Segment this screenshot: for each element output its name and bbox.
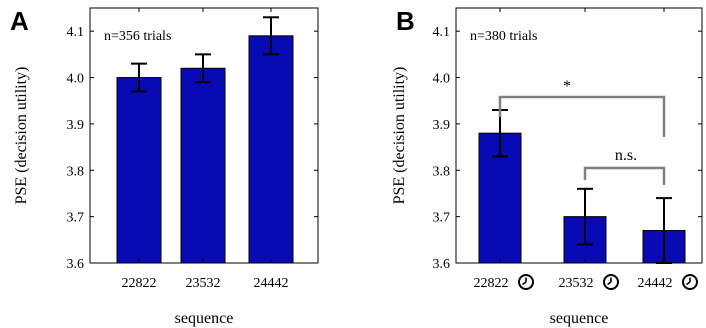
bar-24442 — [248, 35, 294, 264]
panel-letter: A — [10, 6, 29, 36]
trial-count-note: n=356 trials — [104, 29, 171, 44]
significance-bracket: n.s. — [583, 147, 666, 185]
trial-count-note: n=380 trials — [470, 29, 537, 44]
y-tick-label: 3.6 — [433, 257, 451, 272]
y-tick-label: 3.8 — [433, 164, 451, 179]
y-tick-label: 3.9 — [67, 118, 85, 133]
y-tick-label: 3.6 — [67, 257, 85, 272]
bar-22822 — [116, 77, 162, 264]
error-bar-23532 — [577, 187, 593, 246]
y-tick-label: 3.7 — [433, 211, 451, 226]
y-tick-label: 3.7 — [67, 211, 85, 226]
clock-icon — [603, 274, 619, 290]
clock-icon — [518, 274, 534, 290]
y-tick-label: 3.8 — [67, 164, 85, 179]
x-tick-label-24442: 24442 — [254, 276, 289, 291]
y-tick-label: 4.0 — [67, 72, 85, 87]
x-axis-label: sequence — [175, 310, 234, 327]
x-tick-label-22822: 22822 — [122, 276, 157, 291]
clock-icon — [682, 274, 698, 290]
chart-panel-b: 3.6 3.7 3.8 3.9 4.0 4.1 22822 23532 24442 sequenc… — [391, 6, 703, 327]
x-tick-label-23532: 23532 — [186, 276, 221, 291]
significance-bracket: * — [498, 78, 666, 137]
bar-23532 — [180, 67, 226, 264]
error-bar-22822 — [131, 62, 147, 93]
significance-label: n.s. — [615, 147, 637, 164]
error-bar-23532 — [195, 53, 211, 84]
y-axis-label: PSE (decision utility) — [391, 67, 408, 205]
error-bar-24442 — [263, 16, 279, 56]
x-tick-label-24442: 24442 — [638, 276, 673, 291]
y-tick-label: 3.9 — [433, 118, 451, 133]
x-tick-label-22822: 22822 — [474, 276, 509, 291]
x-tick-label-23532: 23532 — [559, 276, 594, 291]
panel-letter: B — [396, 6, 415, 36]
y-tick-label: 4.0 — [433, 72, 451, 87]
y-tick-label: 4.1 — [67, 25, 85, 40]
chart-panel-a: 3.6 3.7 3.8 3.9 4.0 4.1 22822 23532 24442 sequenc… — [10, 6, 319, 327]
x-axis-label: sequence — [550, 310, 609, 327]
significance-label: * — [563, 78, 571, 95]
y-axis-label: PSE (decision utility) — [13, 67, 30, 205]
y-tick-label: 4.1 — [433, 25, 451, 40]
